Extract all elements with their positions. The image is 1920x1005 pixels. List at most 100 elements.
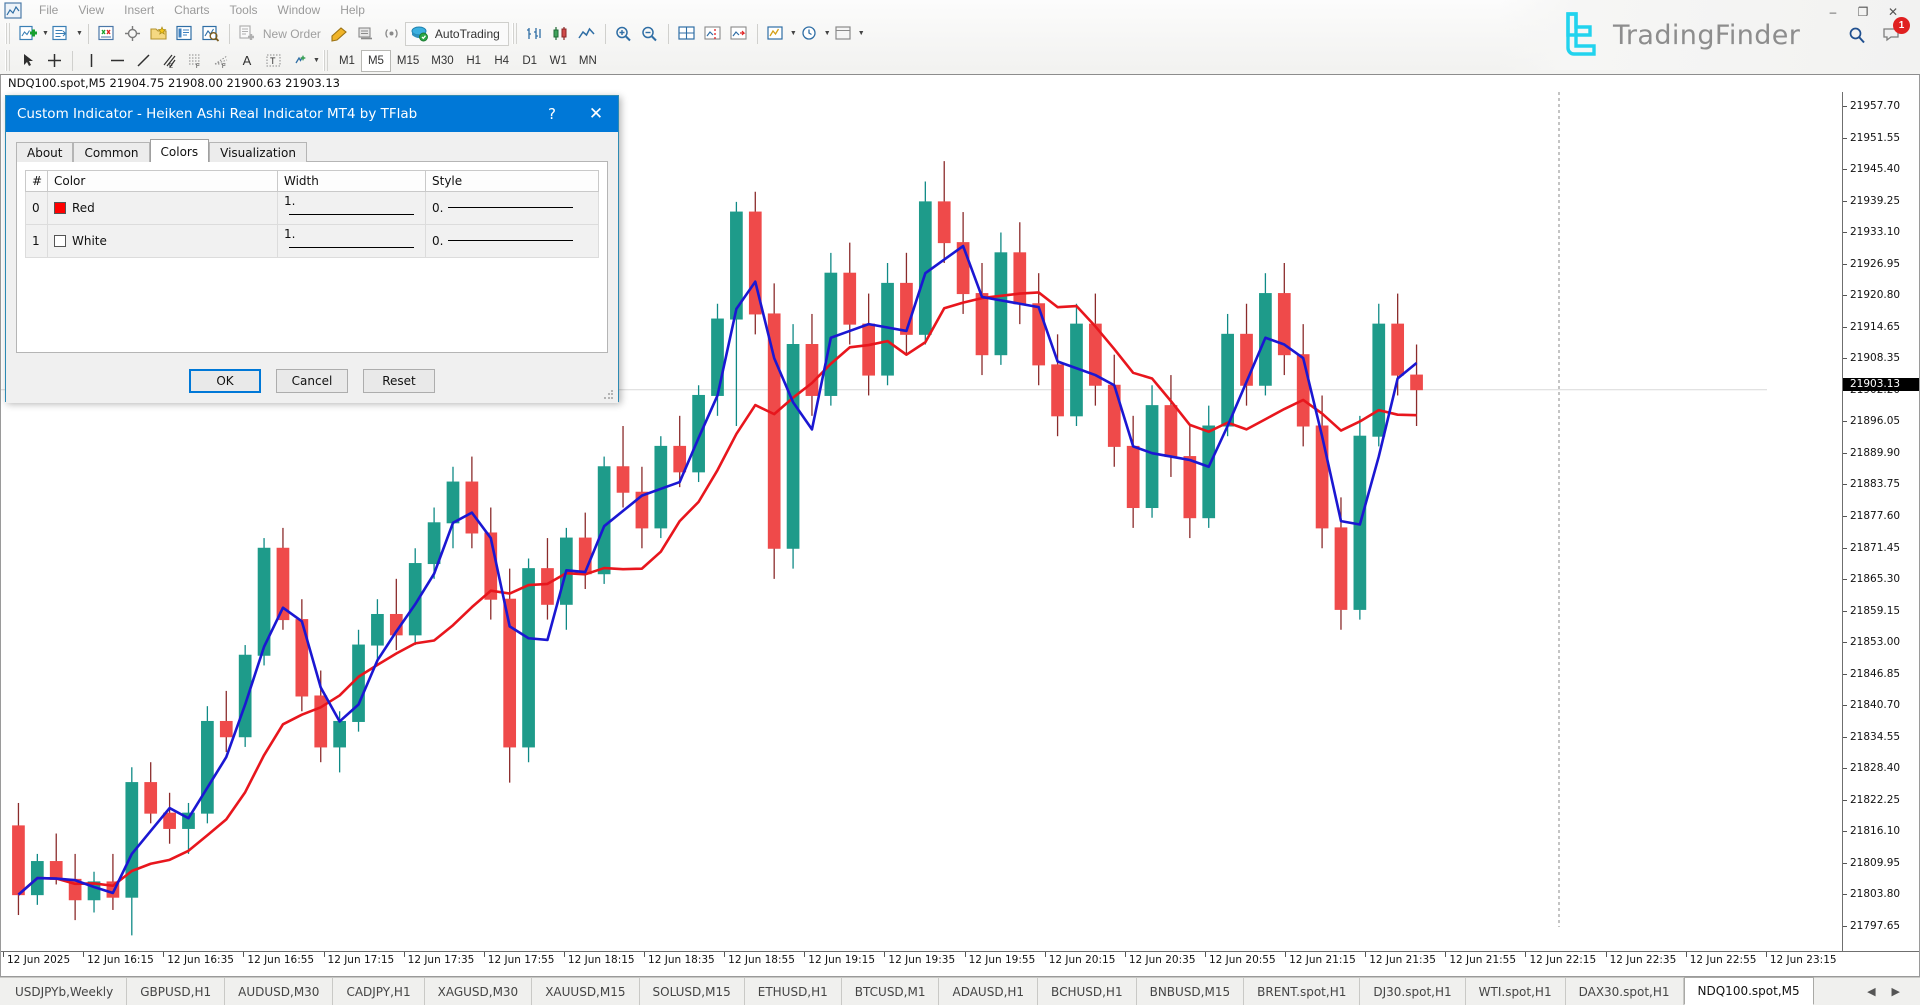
price-axis[interactable]: 21957.70 21951.55 21945.40 21939.25 21933.10… (1842, 92, 1919, 951)
chart-tab[interactable]: USDJPYb,Weekly (2, 978, 128, 1005)
chart-tab[interactable]: BTCUSD,M1 (842, 978, 940, 1005)
row-color-cell[interactable]: White (47, 224, 278, 258)
expert-advisors-icon[interactable] (353, 22, 379, 46)
dialog-title-bar[interactable]: Custom Indicator - Heiken Ashi Real Indi… (6, 96, 618, 132)
timeframe-h4[interactable]: H4 (494, 54, 510, 67)
toolbar2-grip[interactable] (5, 50, 12, 71)
zoom-out-icon[interactable] (637, 22, 663, 46)
toolbar-grip-2[interactable] (511, 23, 519, 44)
line-chart-icon[interactable] (574, 22, 600, 46)
chart-tab[interactable]: BNBUSD,M15 (1137, 978, 1245, 1005)
metaeditor-icon[interactable] (327, 22, 353, 46)
tab-common[interactable]: Common (73, 142, 150, 162)
new-chart-icon[interactable] (15, 22, 41, 46)
period-dropdown-icon[interactable]: ▼ (823, 30, 831, 37)
menu-insert[interactable]: Insert (124, 3, 155, 17)
menu-file[interactable]: File (39, 3, 59, 17)
bar-chart-icon[interactable] (522, 22, 548, 46)
tab-scroll-left-icon[interactable]: ◀ (1867, 986, 1876, 998)
horizontal-line-icon[interactable] (104, 49, 130, 73)
zoom-in-icon[interactable] (611, 22, 637, 46)
close-button[interactable]: ✕ (1887, 5, 1899, 19)
market-watch-icon[interactable] (94, 22, 120, 46)
tab-about[interactable]: About (16, 142, 74, 162)
timeframe-m30[interactable]: M30 (431, 54, 454, 67)
crosshair-tool-icon[interactable] (41, 49, 67, 73)
menu-charts[interactable]: Charts (174, 3, 210, 17)
indicators-icon[interactable] (763, 22, 789, 46)
trendline-icon[interactable] (130, 49, 156, 73)
new-order-label[interactable]: New Order (262, 26, 321, 41)
table-row[interactable]: 1 White 1. 0. (25, 224, 599, 258)
indicators-dropdown-icon[interactable]: ▼ (789, 30, 797, 37)
row-style-cell[interactable]: 0. (425, 224, 599, 258)
minimize-button[interactable]: – (1829, 5, 1837, 19)
timeframe-d1[interactable]: D1 (522, 54, 538, 67)
text-label-icon[interactable]: T (260, 49, 286, 73)
row-color-cell[interactable]: Red (47, 191, 278, 225)
auto-scroll-icon[interactable] (726, 22, 752, 46)
row-style-cell[interactable]: 0. (425, 191, 599, 225)
templates-icon[interactable] (831, 22, 857, 46)
crosshair-icon[interactable] (120, 22, 146, 46)
tile-windows-icon[interactable] (674, 22, 700, 46)
menu-window[interactable]: Window (277, 3, 321, 17)
vertical-line-icon[interactable] (78, 49, 104, 73)
profiles-dropdown-icon[interactable]: ▼ (75, 30, 83, 37)
timeframe-w1[interactable]: W1 (549, 54, 567, 67)
notifications-icon[interactable]: 1 (1882, 17, 1910, 49)
chart-tab[interactable]: AUDUSD,M30 (225, 978, 334, 1005)
header-color[interactable]: Color (47, 170, 278, 192)
chart-shift-icon[interactable] (700, 22, 726, 46)
chart-tab[interactable]: DJ30.spot,H1 (1360, 978, 1466, 1005)
terminal-icon[interactable] (172, 22, 198, 46)
close-icon[interactable]: ✕ (588, 104, 604, 124)
row-width-cell[interactable]: 1. (277, 191, 426, 225)
chart-tab[interactable]: XAGUSD,M30 (425, 978, 533, 1005)
timeframe-m15[interactable]: M15 (396, 54, 420, 67)
chart-tab[interactable]: GBPUSD,H1 (127, 978, 226, 1005)
chart-tab[interactable]: DAX30.spot,H1 (1566, 978, 1684, 1005)
tab-visualization[interactable]: Visualization (209, 142, 307, 162)
chart-tab[interactable]: ADAUSD,H1 (939, 978, 1039, 1005)
cancel-button[interactable]: Cancel (276, 369, 348, 393)
cursor-icon[interactable] (15, 49, 41, 73)
candlestick-chart-icon[interactable] (548, 22, 574, 46)
search-icon[interactable] (1848, 26, 1866, 49)
reset-button[interactable]: Reset (363, 369, 435, 393)
header-width[interactable]: Width (277, 170, 426, 192)
header-style[interactable]: Style (425, 170, 599, 192)
row-width-cell[interactable]: 1. (277, 224, 426, 258)
strategy-tester-icon[interactable] (198, 22, 224, 46)
chart-tab[interactable]: CADJPY,H1 (333, 978, 425, 1005)
fibonacci-retracement-icon[interactable]: F (182, 49, 208, 73)
tab-scroll-right-icon[interactable]: ▶ (1891, 986, 1900, 998)
header-index[interactable]: # (25, 170, 48, 192)
chart-tab[interactable]: XAUUSD,M15 (532, 978, 640, 1005)
timeframe-m1[interactable]: M1 (338, 54, 355, 67)
menu-view[interactable]: View (78, 3, 105, 17)
chart-tab[interactable]: BCHUSD,H1 (1038, 978, 1137, 1005)
timeframe-h1[interactable]: H1 (466, 54, 482, 67)
arrows-dropdown-icon[interactable]: ▼ (313, 57, 320, 64)
menu-help[interactable]: Help (340, 3, 365, 17)
resize-grip[interactable] (603, 389, 615, 401)
tab-colors[interactable]: Colors (149, 139, 210, 162)
time-axis[interactable]: 12 Jun 2025 12 Jun 16:15 12 Jun 16:35 12 Ju… (1, 951, 1919, 976)
arrows-icon[interactable] (286, 49, 312, 73)
menu-tools[interactable]: Tools (229, 3, 258, 17)
navigator-icon[interactable] (146, 22, 172, 46)
toolbar2-grip-2[interactable] (322, 50, 330, 71)
new-order-icon[interactable] (235, 22, 261, 46)
ok-button[interactable]: OK (189, 369, 261, 393)
toolbar-grip[interactable] (5, 23, 12, 44)
table-row[interactable]: 0 Red 1. 0. (25, 191, 599, 225)
chart-tab[interactable]: NDQ100.spot,M5 (1683, 977, 1814, 1005)
chart-tab[interactable]: ETHUSD,H1 (745, 978, 842, 1005)
chart-tab[interactable]: SOLUSD,M15 (640, 978, 745, 1005)
window-controls[interactable]: – ❐ ✕ (1818, 2, 1908, 22)
fibonacci-fan-icon[interactable]: F (208, 49, 234, 73)
equidistant-channel-icon[interactable]: E (156, 49, 182, 73)
text-tool-icon[interactable]: A (242, 53, 252, 68)
profiles-icon[interactable] (49, 22, 75, 46)
